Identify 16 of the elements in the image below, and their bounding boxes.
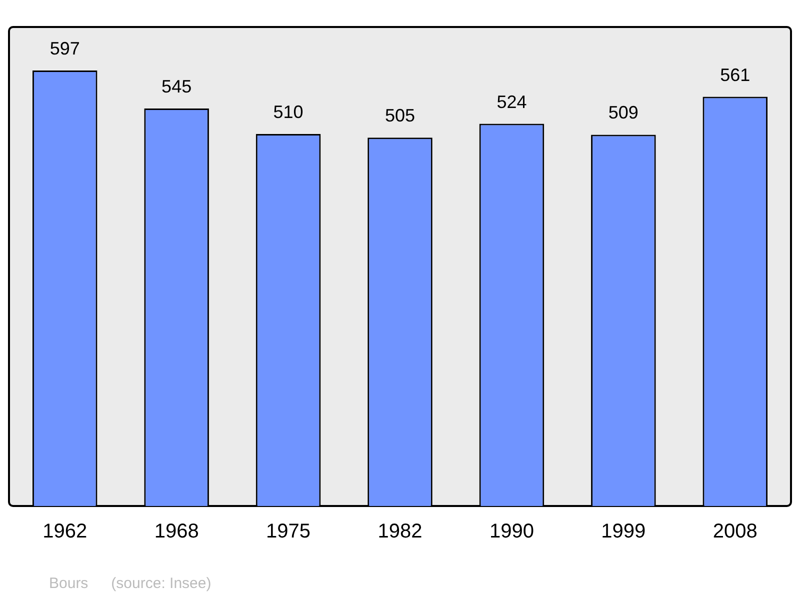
data-label: 524 xyxy=(496,92,527,112)
data-label: 505 xyxy=(384,106,416,126)
x-tick-label: 1968 xyxy=(154,520,199,543)
x-tick-label: 1990 xyxy=(489,520,534,543)
text: Bours xyxy=(49,575,88,592)
data-label: 561 xyxy=(720,64,750,85)
data-label: 597 xyxy=(50,38,80,59)
x-tick-label: 2008 xyxy=(712,520,758,543)
data-label: 510 xyxy=(273,102,304,122)
x-tick-label: 1982 xyxy=(378,520,422,543)
data-label: 545 xyxy=(162,76,192,96)
x-tick-label: 1999 xyxy=(601,520,646,543)
data-label: 509 xyxy=(608,102,638,123)
text: (source: Insee) xyxy=(111,575,212,592)
x-tick-label: 1962 xyxy=(42,520,88,543)
x-tick-label: 1975 xyxy=(266,520,311,543)
